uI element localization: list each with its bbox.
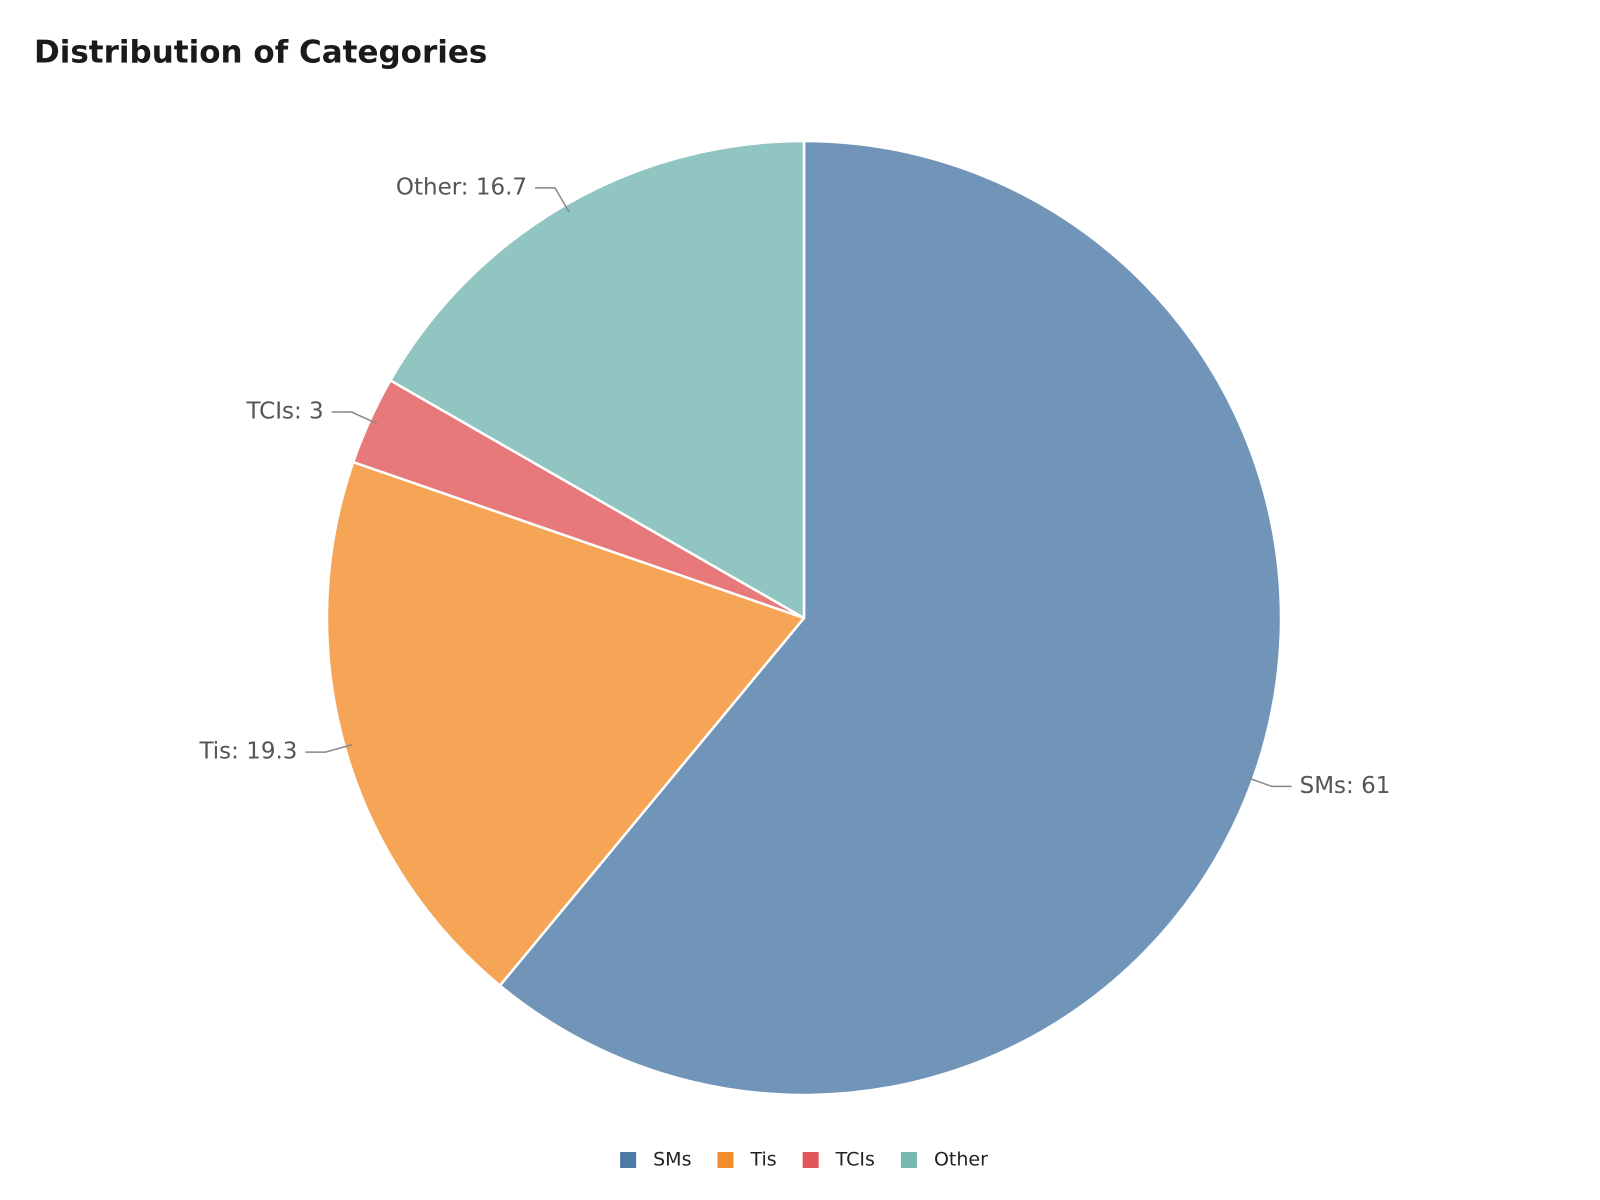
data-label: Tis: 19.3 bbox=[198, 739, 297, 765]
leader-line bbox=[535, 187, 570, 213]
legend-label: Tis bbox=[749, 1149, 776, 1171]
leader-line bbox=[1245, 776, 1292, 788]
chart-title: Distribution of Categories bbox=[34, 35, 487, 71]
legend-swatch bbox=[717, 1152, 734, 1168]
leader-line bbox=[305, 743, 353, 753]
legend-swatch bbox=[620, 1152, 637, 1168]
data-label: SMs: 61 bbox=[1300, 773, 1391, 799]
data-label: Other: 16.7 bbox=[396, 174, 527, 200]
legend-label: SMs bbox=[653, 1149, 691, 1171]
data-label: TCIs: 3 bbox=[245, 399, 323, 425]
legend: SMs Tis TCIs Other bbox=[620, 1149, 988, 1171]
legend-swatch bbox=[802, 1152, 819, 1168]
legend-label: Other bbox=[934, 1149, 988, 1171]
legend-swatch bbox=[900, 1152, 917, 1168]
leader-line bbox=[331, 411, 378, 425]
legend-label: TCIs bbox=[835, 1149, 875, 1171]
